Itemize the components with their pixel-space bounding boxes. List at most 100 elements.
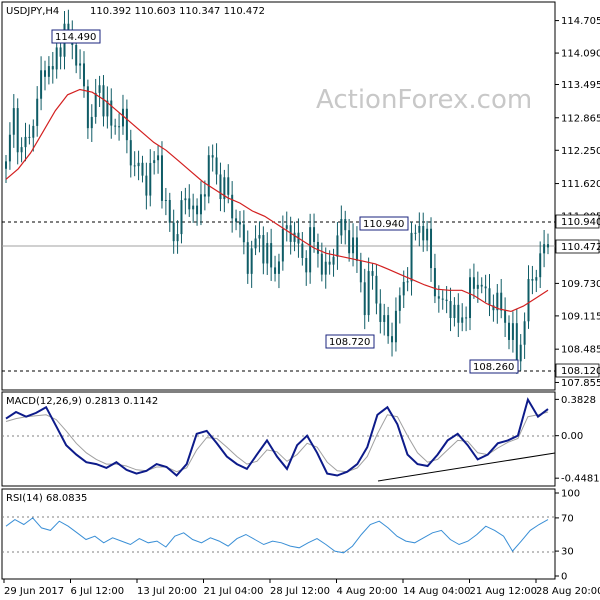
candle-body: [106, 100, 109, 117]
candle-body: [406, 281, 409, 283]
candle-body: [153, 160, 156, 164]
candle-body: [441, 298, 444, 300]
candle-body: [180, 200, 183, 235]
candle-body: [492, 305, 495, 311]
candle-body: [188, 198, 191, 210]
rsi-y-tick-label: 30: [561, 547, 574, 558]
price-y-axis: 114.705 114.090 113.495 112.865 112.250 111.6…: [555, 16, 600, 389]
price-y-tick-label: 113.495: [561, 80, 600, 91]
axis-level-support-label: 108.120: [561, 366, 600, 377]
candle-body: [363, 282, 366, 316]
candle-body: [114, 125, 117, 127]
candle-body: [508, 322, 511, 340]
rsi-y-axis: 100 70 30 0: [555, 489, 580, 583]
rsi-y-tick-label: 100: [561, 489, 580, 500]
candle-body: [426, 228, 429, 241]
candle-body: [16, 108, 19, 153]
axis-level-box-resistance: 110.940: [555, 214, 600, 229]
candle-body: [184, 198, 187, 201]
candle-body: [254, 238, 257, 249]
candle-body: [250, 248, 253, 274]
candle-body: [246, 242, 249, 274]
candle-body: [547, 244, 549, 248]
candle-body: [24, 136, 27, 148]
candle-body: [262, 235, 265, 264]
macd-title: MACD(12,26,9) 0.2813 0.1142: [6, 396, 158, 407]
candle-body: [523, 321, 526, 345]
x-tick-label: 29 Jun 2017: [4, 586, 64, 597]
axis-last-price-rect: [555, 239, 600, 254]
rsi-line: [5, 517, 549, 554]
price-y-tick-label: 109.730: [561, 279, 600, 290]
candle-body: [293, 232, 296, 242]
annotation-swing-low-box: [325, 334, 375, 349]
candle-body: [465, 317, 468, 319]
macd-y-tick-label: 0.3828: [561, 395, 596, 406]
x-tick-label: 28 Aug 20:00: [536, 586, 600, 597]
price-y-tick-label: 111.620: [561, 179, 600, 190]
candle-body: [500, 292, 503, 311]
candle-body: [476, 284, 479, 289]
candle-body: [336, 235, 339, 257]
candle-body: [235, 218, 238, 222]
candle-body: [129, 140, 132, 166]
candle-body: [418, 225, 421, 233]
candle-body: [488, 288, 491, 306]
x-tick-label: 4 Aug 20:00: [337, 586, 398, 597]
x-tick-label: 14 Aug 04:00: [403, 586, 470, 597]
candle-body: [43, 70, 46, 77]
candle-body: [59, 47, 62, 57]
price-y-tick-label: 108.485: [561, 345, 600, 356]
candle-body: [305, 257, 308, 273]
candle-body: [461, 317, 464, 323]
candle-body: [86, 86, 89, 129]
candle-body: [270, 243, 273, 268]
axis-last-price-box: 110.472: [555, 239, 600, 254]
candle-body: [433, 268, 436, 297]
candle-body: [266, 243, 269, 264]
candle-body: [79, 63, 82, 66]
candle-body: [367, 271, 370, 316]
candle-body: [445, 299, 448, 302]
time-x-axis: 29 Jun 2017 6 Jul 12:00 13 Jul 20:00 21 Jul…: [3, 579, 600, 597]
moving-average-line: [5, 88, 549, 313]
candle-body: [410, 232, 413, 282]
candle-body: [274, 267, 277, 274]
annotation-swing-high-box: [359, 216, 409, 231]
macd-y-tick-label: -0.4481: [561, 474, 600, 485]
price-y-tick-label: 109.115: [561, 311, 600, 322]
candle-body: [47, 66, 50, 77]
candle-body: [168, 199, 171, 223]
candle-body: [379, 303, 382, 322]
candle-body: [219, 174, 222, 200]
candle-body: [20, 147, 23, 153]
axis-last-price-label: 110.472: [561, 242, 600, 253]
candle-body: [457, 304, 460, 323]
candle-body: [375, 275, 378, 304]
candle-body: [199, 194, 202, 215]
candle-body: [94, 92, 97, 117]
candle-body: [203, 194, 206, 197]
candle-body: [102, 85, 105, 117]
x-tick-label: 6 Jul 12:00: [71, 586, 125, 597]
axis-level-box-resistance-rect: [555, 214, 600, 229]
candle-body: [402, 281, 405, 296]
annotation-swing-high-label: 110.940: [363, 219, 404, 230]
candle-body: [543, 244, 546, 254]
candle-body: [332, 256, 335, 265]
candle-body: [515, 323, 518, 362]
candle-group: [5, 9, 549, 374]
annotation-swing-high: 110.940: [359, 216, 409, 231]
rsi-title: RSI(14) 68.0835: [6, 493, 87, 504]
macd-y-tick-label: 0.00: [561, 431, 583, 442]
axis-level-box-support: 108.120: [555, 363, 600, 378]
price-panel: [1, 1, 556, 391]
candle-body: [430, 228, 433, 269]
candle-body: [8, 134, 11, 162]
rsi-y-tick-label: 70: [561, 513, 574, 524]
candle-body: [223, 177, 226, 200]
candle-body: [301, 243, 304, 258]
watermark-text: ActionForex.com: [316, 85, 532, 115]
candle-body: [238, 221, 241, 225]
